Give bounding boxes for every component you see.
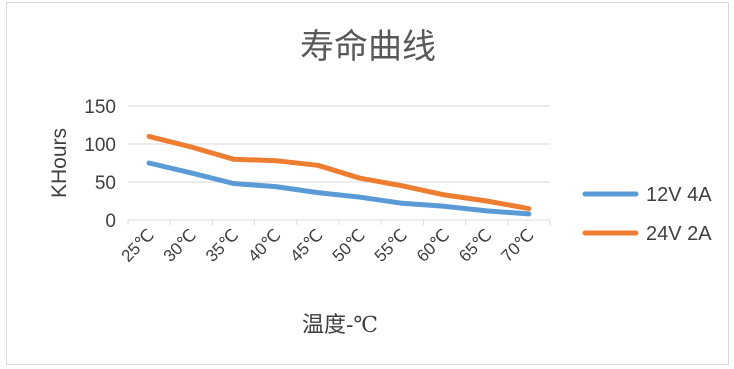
y-tick-label: 0 <box>105 211 116 232</box>
x-tick-label: 40℃ <box>244 225 284 265</box>
legend-label: 12V 4A <box>646 184 712 206</box>
x-tick-label: 35℃ <box>202 225 242 265</box>
chart-frame <box>6 2 729 365</box>
y-tick-label: 150 <box>84 97 116 118</box>
x-tick-label: 60℃ <box>413 225 453 265</box>
chart-title: 寿命曲线 <box>300 27 436 67</box>
series-line-1 <box>146 133 532 212</box>
x-tick-label: 50℃ <box>329 225 369 265</box>
x-tick-label: 25℃ <box>118 225 158 265</box>
x-tick-label: 55℃ <box>371 225 411 265</box>
x-tick-label: 65℃ <box>455 225 495 265</box>
x-tick-label: 70℃ <box>497 225 537 265</box>
series-line-0 <box>146 160 532 217</box>
y-tick-label: 100 <box>84 135 116 156</box>
y-tick-label: 50 <box>95 173 116 194</box>
x-tick-labels: 25℃ 30℃ 35℃ 40℃ 45℃ 50℃ 55℃ 60℃ 65℃ 70℃ <box>118 225 538 265</box>
x-axis-label: 温度-℃ <box>302 313 378 338</box>
y-tick-labels: 0 50 100 150 <box>84 97 116 232</box>
x-tick-label: 30℃ <box>160 225 200 265</box>
y-axis-label: KHours <box>48 128 71 198</box>
gridlines <box>127 105 551 225</box>
series-lines <box>146 133 532 217</box>
legend: 12V 4A 24V 2A <box>582 184 712 245</box>
x-tick-label: 45℃ <box>286 225 326 265</box>
legend-label: 24V 2A <box>646 223 712 245</box>
